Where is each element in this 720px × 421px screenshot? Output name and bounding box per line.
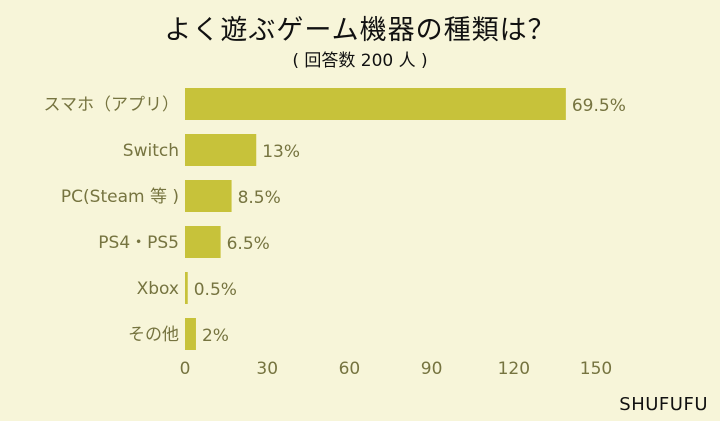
value-label: 13% [262,142,300,162]
brand-logo: SHUFUFU [619,394,708,415]
category-label: PS4・PS5 [98,233,179,253]
x-tick-label: 0 [180,359,191,379]
chart-subtitle: ( 回答数 200 人 ) [292,51,428,71]
chart-title: よく遊ぶゲーム機器の種類は？ [164,15,556,46]
bar [185,134,257,166]
value-label: 69.5% [572,96,626,116]
x-tick-label: 90 [421,359,443,379]
value-label: 0.5% [194,280,237,300]
bar [185,318,196,350]
category-label: スマホ（アプリ） [44,95,180,115]
x-tick-label: 120 [498,359,530,379]
value-label: 2% [202,326,229,346]
x-tick-label: 150 [580,359,612,379]
bar [185,272,188,304]
category-label: PC(Steam 等 ) [61,187,179,207]
category-label: その他 [128,325,179,345]
bar [185,88,566,120]
category-label: Switch [123,141,179,161]
value-label: 6.5% [227,234,270,254]
x-tick-label: 30 [256,359,278,379]
x-tick-label: 60 [339,359,361,379]
bar [185,226,221,258]
category-label: Xbox [137,279,179,299]
value-label: 8.5% [238,188,281,208]
bar [185,180,232,212]
